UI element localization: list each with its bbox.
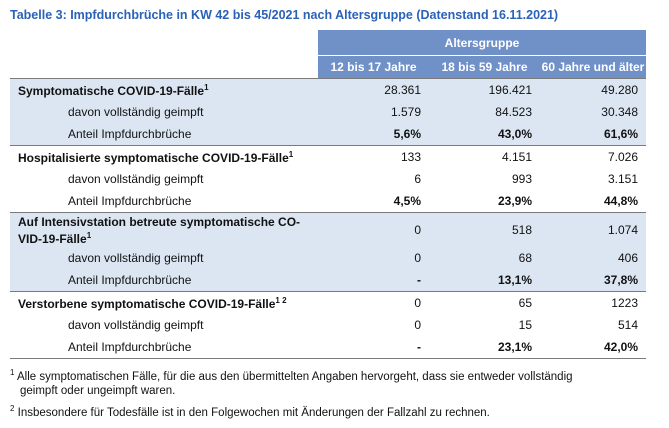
- cell: 30.348: [540, 101, 646, 123]
- row-label: Auf Intensivstation betreute symptomatis…: [10, 212, 318, 247]
- table-row: Symptomatische COVID-19-Fälle1 28.361 19…: [10, 78, 646, 101]
- column-header: 18 bis 59 Jahre: [429, 55, 540, 79]
- cell: 518: [429, 212, 540, 247]
- cell: 68: [429, 247, 540, 269]
- cell: 406: [540, 247, 646, 269]
- table-row: Anteil Impfdurchbrüche - 23,1% 42,0%: [10, 336, 646, 359]
- header-group-row: Altersgruppe: [10, 30, 646, 56]
- cell: 42,0%: [540, 336, 646, 359]
- table-row: Auf Intensivstation betreute symptomatis…: [10, 212, 646, 247]
- cell: 1223: [611, 296, 638, 310]
- table-row: davon vollständig geimpft 1.579 84.523 3…: [10, 101, 646, 123]
- footnotes: 1 Alle symptomatischen Fälle, für die au…: [10, 366, 650, 424]
- cell: 23,9%: [429, 190, 540, 213]
- cell: 0: [318, 212, 429, 247]
- cell: 6: [414, 172, 421, 186]
- column-header: 60 Jahre und älter: [540, 55, 646, 79]
- cell: 28.361: [318, 78, 429, 101]
- cell: 23,1%: [429, 336, 540, 359]
- footnote: 2 Insbesondere für Todesfälle ist in den…: [10, 403, 490, 419]
- row-label: davon vollständig geimpft: [68, 172, 204, 186]
- cell: 44,8%: [540, 190, 646, 213]
- cell: 4,5%: [318, 190, 429, 213]
- vaccination-breakthrough-table: Altersgruppe 12 bis 17 Jahre 18 bis 59 J…: [10, 30, 646, 359]
- row-label: Anteil Impfdurchbrüche: [10, 269, 318, 292]
- cell: 0: [414, 296, 421, 310]
- cell: 0: [318, 247, 429, 269]
- cell: 3.151: [607, 172, 638, 186]
- cell: -: [318, 336, 429, 359]
- row-label: Anteil Impfdurchbrüche: [10, 336, 318, 359]
- age-group-header: Altersgruppe: [318, 30, 646, 56]
- table-row: davon vollständig geimpft 0 15 514: [10, 314, 646, 336]
- cell: -: [318, 269, 429, 292]
- cell: 13,1%: [429, 269, 540, 292]
- column-header: 12 bis 17 Jahre: [318, 55, 429, 79]
- table-row: Verstorbene symptomatische COVID-19-Fäll…: [10, 292, 646, 315]
- table-row: Anteil Impfdurchbrüche - 13,1% 37,8%: [10, 269, 646, 292]
- table-title: Tabelle 3: Impfdurchbrüche in KW 42 bis …: [10, 8, 559, 22]
- cell: 7.026: [607, 150, 638, 164]
- cell: 5,6%: [318, 123, 429, 146]
- row-label: davon vollständig geimpft: [10, 247, 318, 269]
- cell: 1.074: [540, 212, 646, 247]
- table-row: Anteil Impfdurchbrüche 4,5% 23,9% 44,8%: [10, 190, 646, 213]
- row-label: Hospitalisierte symptomatische COVID-19-…: [18, 149, 294, 165]
- cell: 61,6%: [540, 123, 646, 146]
- cell: 43,0%: [429, 123, 540, 146]
- row-label: Symptomatische COVID-19-Fälle1: [10, 78, 318, 101]
- cell: 49.280: [540, 78, 646, 101]
- cell: 514: [617, 318, 638, 332]
- cell: 4.151: [501, 150, 532, 164]
- cell: 37,8%: [540, 269, 646, 292]
- cell: 993: [511, 172, 532, 186]
- table-row: davon vollständig geimpft 6 993 3.151: [10, 168, 646, 190]
- row-label: Verstorbene symptomatische COVID-19-Fäll…: [18, 295, 287, 311]
- cell: 84.523: [429, 101, 540, 123]
- cell: 15: [518, 318, 532, 332]
- cell: 0: [414, 318, 421, 332]
- header-columns-row: 12 bis 17 Jahre 18 bis 59 Jahre 60 Jahre…: [10, 55, 646, 79]
- cell: 1.579: [318, 101, 429, 123]
- cell: 196.421: [429, 78, 540, 101]
- cell: 133: [400, 150, 421, 164]
- table-row: Anteil Impfdurchbrüche 5,6% 43,0% 61,6%: [10, 123, 646, 146]
- row-label: davon vollständig geimpft: [10, 101, 318, 123]
- table-row: Hospitalisierte symptomatische COVID-19-…: [10, 146, 646, 169]
- cell: 65: [518, 296, 532, 310]
- row-label: Anteil Impfdurchbrüche: [10, 190, 318, 213]
- table-row: davon vollständig geimpft 0 68 406: [10, 247, 646, 269]
- row-label: Anteil Impfdurchbrüche: [10, 123, 318, 146]
- footnote: 1 Alle symptomatischen Fälle, für die au…: [10, 368, 573, 397]
- row-label: davon vollständig geimpft: [68, 318, 204, 332]
